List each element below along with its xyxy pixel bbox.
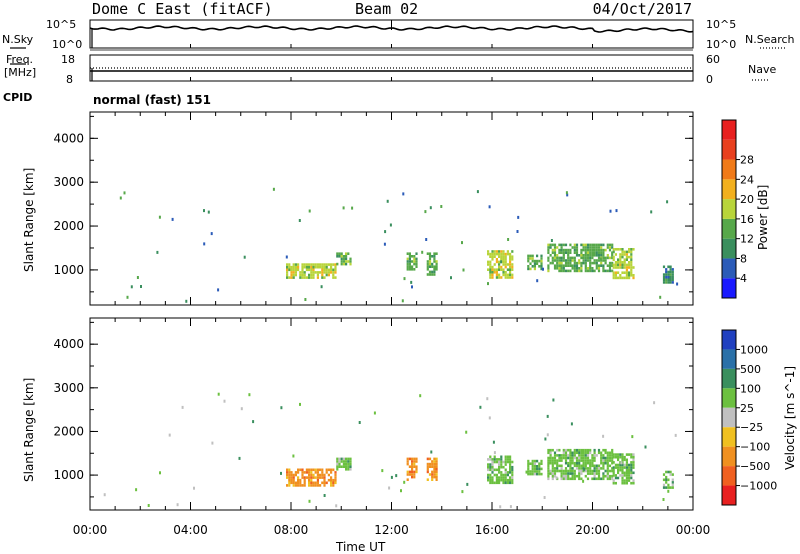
cpid-label: CPID: [3, 91, 33, 104]
power-echo-patch: [406, 252, 418, 271]
velocity-echo-patch: [286, 468, 337, 487]
velocity-colorbar-segment: [722, 446, 736, 467]
plot-title: Dome C East (fitACF): [92, 0, 273, 18]
power-ytick-label: 2000: [53, 219, 84, 233]
velocity-colorbar-label: Velocity [m s^-1]: [783, 365, 797, 470]
power-colorbar-segment: [722, 218, 736, 239]
velocity-echo-patch: [336, 457, 352, 471]
velocity-colorbar-tick-label: 100: [740, 382, 761, 395]
nsky-bottom-tick: 10^0: [52, 38, 83, 51]
velocity-colorbar-segment: [722, 466, 736, 486]
power-colorbar-tick-label: 8: [740, 252, 747, 265]
velocity-colorbar-tick-label: −25: [740, 421, 763, 434]
power-echo-patch: [612, 248, 635, 280]
velocity-echo-patch: [426, 457, 438, 481]
power-colorbar-segment: [722, 258, 736, 279]
velocity-colorbar-segment: [722, 330, 736, 350]
nsearch-top-tick: 10^5: [706, 18, 737, 31]
freq-unit-label: [MHz]: [4, 66, 37, 79]
velocity-colorbar-segment: [722, 388, 736, 408]
x-tick-label: 00:00: [676, 523, 711, 537]
power-echo-patch: [336, 252, 352, 266]
velocity-colorbar-frame: [721, 329, 737, 506]
power-colorbar-segment: [722, 179, 736, 200]
velocity-colorbar-segment: [722, 349, 736, 369]
power-echo-patch: [547, 243, 614, 273]
velocity-colorbar-tick-label: −500: [740, 460, 770, 473]
velocity-sparse-echoes: [103, 392, 677, 509]
power-panel-frame: [89, 111, 694, 306]
power-sparse-echoes: [119, 187, 679, 303]
power-colorbar-segment: [722, 278, 736, 298]
power-colorbar-label: Power [dB]: [756, 184, 770, 250]
nave-label: Nave: [748, 63, 777, 76]
velocity-echo-patch: [406, 457, 418, 481]
velocity-echo-patch: [662, 470, 674, 489]
nsky-label: N.Sky: [2, 33, 34, 46]
cpid-value: normal (fast) 151: [93, 93, 211, 107]
x-tick-label: 20:00: [575, 523, 610, 537]
freq-top-tick: 18: [61, 53, 75, 66]
nsearch-label: N.Search: [745, 33, 795, 46]
freq-label: Freq.: [6, 53, 34, 66]
date-label: 04/Oct/2017: [592, 0, 692, 18]
power-colorbar-tick-label: 20: [740, 193, 754, 206]
power-colorbar-tick-label: 12: [740, 233, 754, 246]
power-colorbar-tick-label: 24: [740, 173, 754, 186]
velocity-colorbar-tick-label: 500: [740, 363, 761, 376]
velocity-panel-frame: [89, 317, 694, 511]
power-echo-patch: [487, 250, 514, 279]
power-colorbar-frame: [721, 119, 737, 299]
velocity-colorbar-segment: [722, 427, 736, 447]
velocity-ytick-label: 2000: [53, 424, 84, 438]
velocity-echo-patch: [547, 448, 614, 481]
velocity-ylabel: Slant Range [km]: [22, 377, 36, 482]
velocity-colorbar-segment: [722, 485, 736, 505]
velocity-colorbar-segment: [722, 368, 736, 389]
velocity-ytick-label: 3000: [53, 381, 84, 395]
x-tick-label: 16:00: [475, 523, 510, 537]
velocity-colorbar-segment: [722, 407, 736, 428]
power-colorbar-tick-label: 4: [740, 272, 747, 285]
power-echo-patch: [286, 263, 337, 279]
velocity-echo-patch: [527, 459, 543, 476]
power-colorbar-segment: [722, 199, 736, 219]
velocity-ytick-label: 4000: [53, 337, 84, 351]
power-ylabel: Slant Range [km]: [22, 167, 36, 272]
power-colorbar-segment: [722, 238, 736, 259]
velocity-colorbar-tick-label: 25: [740, 402, 754, 415]
power-colorbar-segment: [722, 120, 736, 140]
power-ytick-label: 1000: [53, 263, 84, 277]
power-echo-patch: [527, 254, 543, 271]
power-colorbar-segment: [722, 139, 736, 160]
x-tick-label: 04:00: [173, 523, 208, 537]
power-echo-patch: [426, 252, 438, 276]
nave-bottom-tick: 0: [706, 73, 713, 86]
power-ytick-label: 4000: [53, 131, 84, 145]
velocity-echo-patch: [612, 453, 635, 485]
power-colorbar-tick-label: 28: [740, 154, 754, 167]
power-colorbar-tick-label: 16: [740, 213, 754, 226]
velocity-ytick-label: 1000: [53, 468, 84, 482]
nsearch-bottom-tick: 10^0: [706, 38, 737, 51]
x-tick-label: 00:00: [73, 523, 108, 537]
power-colorbar-segment: [722, 159, 736, 180]
x-tick-label: 08:00: [274, 523, 309, 537]
nsky-top-tick: 10^5: [46, 18, 77, 31]
velocity-echo-patch: [487, 455, 514, 485]
velocity-colorbar-tick-label: −1000: [740, 480, 777, 493]
power-ytick-label: 3000: [53, 175, 84, 189]
x-tick-label: 12:00: [374, 523, 409, 537]
power-echo-patch: [662, 265, 674, 284]
beam-label: Beam 02: [355, 0, 419, 18]
velocity-colorbar-tick-label: −100: [740, 441, 770, 454]
nave-top-tick: 60: [706, 53, 720, 66]
x-axis-title: Time UT: [336, 540, 386, 554]
velocity-colorbar-tick-label: 1000: [740, 343, 768, 356]
freq-bottom-tick: 8: [66, 73, 73, 86]
